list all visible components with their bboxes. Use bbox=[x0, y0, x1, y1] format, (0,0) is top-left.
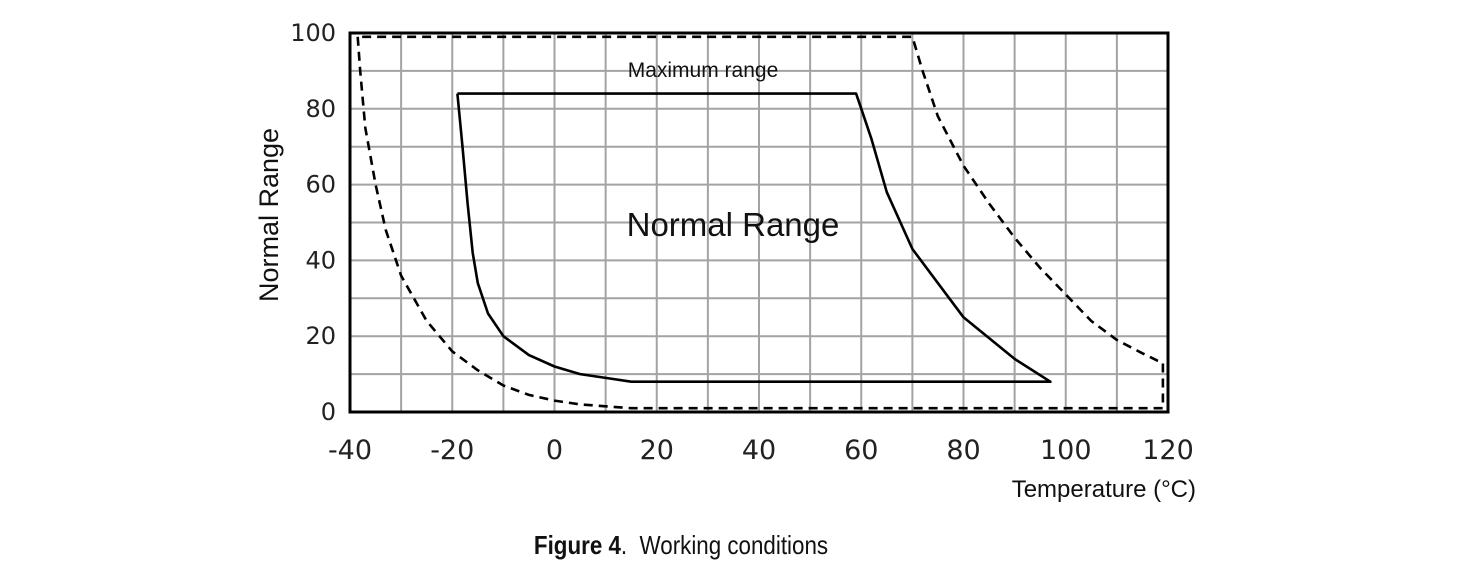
y-tick-label: 0 bbox=[321, 398, 336, 426]
y-tick-label: 20 bbox=[305, 322, 336, 350]
y-tick-label: 40 bbox=[305, 246, 336, 274]
y-tick-labels: 0 20 40 60 80 100 bbox=[290, 19, 336, 426]
x-tick-label: 100 bbox=[1040, 435, 1092, 466]
y-tick-label: 60 bbox=[305, 171, 336, 199]
y-tick-label: 80 bbox=[305, 95, 336, 123]
x-tick-labels: -40 -20 0 20 40 60 80 100 120 bbox=[328, 435, 1194, 466]
annotation-normal-range: Normal Range bbox=[627, 206, 840, 243]
y-axis-label: Normal Range bbox=[254, 128, 284, 302]
grid-lines bbox=[350, 33, 1168, 412]
chart: 0 20 40 60 80 100 -40 -20 0 20 40 60 80 100 120 Norma… bbox=[254, 19, 1196, 503]
y-tick-label: 100 bbox=[290, 19, 336, 47]
caption-text: Working conditions bbox=[639, 530, 829, 560]
caption-label: Figure 4 bbox=[533, 530, 621, 560]
x-tick-label: 120 bbox=[1142, 435, 1194, 466]
annotation-maximum-range: Maximum range bbox=[628, 59, 779, 82]
x-tick-label: 80 bbox=[946, 435, 980, 466]
x-tick-label: -40 bbox=[328, 435, 372, 466]
series-layer bbox=[356, 35, 1165, 410]
figure-caption: Figure 4. Working conditions bbox=[95, 530, 1266, 561]
x-tick-label: 40 bbox=[742, 435, 776, 466]
x-axis-label: Temperature (°C) bbox=[1012, 476, 1196, 503]
maximum-range-boundary bbox=[356, 35, 1165, 410]
x-tick-label: 20 bbox=[640, 435, 674, 466]
x-tick-label: 60 bbox=[844, 435, 878, 466]
normal-range-boundary bbox=[456, 92, 1052, 383]
caption-separator: . bbox=[620, 530, 628, 560]
x-tick-label: 0 bbox=[546, 435, 563, 466]
plot-frame bbox=[348, 31, 1170, 414]
x-tick-label: -20 bbox=[430, 435, 474, 466]
